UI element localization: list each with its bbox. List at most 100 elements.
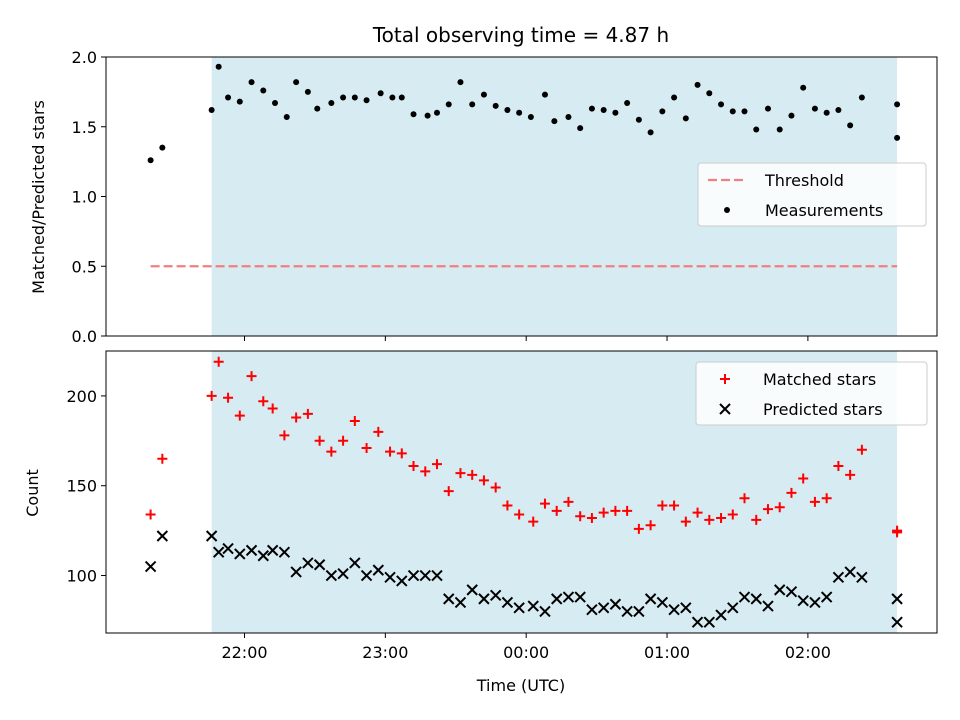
y-tick-label: 150 — [66, 477, 97, 496]
matched-stars-point — [833, 460, 844, 471]
predicted-stars-point — [325, 569, 338, 582]
matched-stars-point — [420, 466, 431, 477]
y-tick-label: 0.5 — [72, 257, 97, 276]
matched-stars-point — [157, 453, 168, 464]
y-tick-label: 2.0 — [72, 48, 97, 67]
measurement-point — [671, 94, 678, 101]
legend: Matched stars Predicted stars — [695, 361, 928, 426]
matched-stars-point — [739, 493, 750, 504]
predicted-stars-point — [844, 566, 856, 578]
y-tick-label: 200 — [66, 387, 97, 406]
measurement-point — [788, 112, 795, 119]
measurement-point — [410, 111, 417, 118]
predicted-stars-point — [278, 546, 291, 558]
matched-stars-point — [234, 410, 245, 421]
measurement-point — [800, 84, 807, 91]
matched-stars-point — [326, 446, 337, 457]
measurement-point — [159, 144, 166, 151]
matched-stars-point — [774, 502, 785, 513]
predicted-stars-point — [302, 557, 314, 569]
measurement-point — [248, 79, 255, 86]
measurement-point — [776, 126, 783, 133]
measurement-point — [858, 94, 865, 101]
matched-stars-point — [385, 446, 396, 457]
matched-stars-point — [692, 507, 703, 518]
measurement-point — [682, 115, 689, 122]
matched-stars-point — [443, 486, 454, 497]
predicted-stars-point — [466, 584, 478, 596]
measurement-point — [225, 94, 232, 101]
predicted-stars-point — [257, 550, 269, 562]
measurement-point — [147, 157, 154, 164]
matched-stars-point — [669, 500, 680, 511]
legend-measurement-marker — [724, 207, 730, 213]
measurement-point — [457, 79, 464, 86]
matched-stars-point — [361, 442, 372, 453]
measurement-point — [340, 94, 347, 101]
predicted-stars-point — [832, 571, 845, 584]
legend-label: Predicted stars — [763, 400, 883, 419]
matched-stars-point — [223, 392, 234, 403]
measurement-point — [363, 97, 370, 104]
matched-stars-point — [373, 426, 384, 437]
predicted-stars-point — [527, 600, 539, 612]
measurement-point — [424, 112, 431, 119]
predicted-stars-point — [750, 593, 762, 605]
measurement-point — [624, 100, 631, 107]
matched-stars-point — [338, 435, 349, 446]
predicted-stars-point — [407, 569, 420, 582]
predicted-stars-point — [715, 609, 727, 621]
predicted-stars-point — [384, 571, 396, 584]
predicted-stars-point — [703, 616, 716, 628]
predicted-stars-point — [644, 593, 657, 605]
predicted-stars-point — [245, 544, 258, 557]
matched-stars-point — [622, 505, 633, 516]
matched-stars-point — [145, 509, 156, 520]
predicted-stars-point — [212, 546, 225, 558]
matched-stars-point — [563, 496, 574, 507]
legend-box — [697, 162, 927, 227]
predicted-stars-point — [539, 605, 551, 618]
matched-stars-point — [539, 498, 550, 509]
matched-stars-point — [396, 448, 407, 459]
measurement-point — [764, 105, 771, 112]
predicted-stars-point — [489, 589, 502, 601]
matched-stars-point — [213, 356, 224, 367]
legend-box — [695, 361, 928, 426]
predicted-stars-point — [562, 591, 575, 603]
predicted-stars-point — [762, 600, 774, 612]
predicted-stars-point — [891, 616, 903, 628]
y-tick-label: 1.5 — [72, 118, 97, 137]
predicted-stars-point — [372, 564, 385, 576]
matched-stars-point — [349, 416, 360, 427]
y-tick-label: 0.0 — [72, 327, 97, 346]
measurement-point — [541, 91, 548, 98]
measurement-point — [469, 101, 476, 108]
measurement-point — [600, 107, 607, 114]
legend-matched-marker — [720, 374, 730, 384]
measurement-point — [894, 101, 901, 108]
measurement-point — [823, 109, 830, 116]
predicted-stars-point — [478, 593, 490, 605]
matched-stars-point — [751, 514, 762, 525]
measurement-point — [706, 90, 713, 97]
measurement-point — [847, 122, 854, 129]
predicted-stars-point — [680, 602, 692, 614]
matched-stars-point — [267, 403, 278, 414]
measurement-point — [389, 94, 396, 101]
predicted-stars-point — [419, 569, 431, 582]
predicted-stars-point — [691, 616, 704, 628]
measurement-point — [398, 94, 405, 101]
predicted-stars-point — [234, 548, 246, 560]
matched-stars-point — [258, 396, 269, 407]
matched-stars-point — [551, 505, 562, 516]
matched-stars-point — [845, 469, 856, 480]
matched-stars-point — [528, 516, 539, 527]
measurement-point — [208, 107, 215, 114]
matched-stars-point — [246, 371, 257, 382]
measurement-point — [293, 79, 300, 86]
predicted-stars-point — [668, 603, 680, 616]
measurement-point — [694, 81, 701, 88]
matched-stars-point — [809, 496, 820, 507]
predicted-stars-point — [774, 584, 786, 596]
